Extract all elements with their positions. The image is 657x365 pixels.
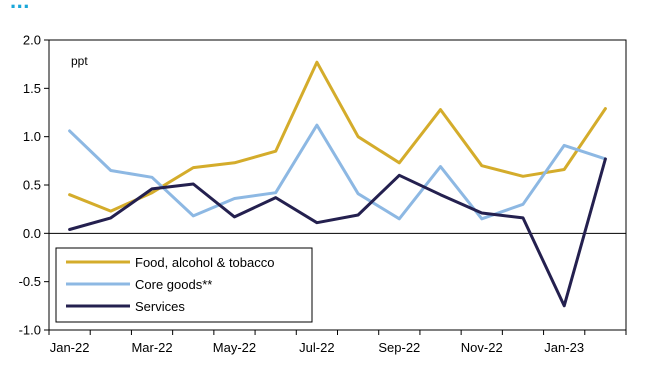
y-tick-label: 0.5 xyxy=(23,178,41,193)
y-axis-ticks: 2.0 1.5 1.0 0.5 0.0 -0.5 -1.0 xyxy=(19,33,49,338)
y-tick-label: 1.5 xyxy=(23,81,41,96)
y-tick-label: 2.0 xyxy=(23,33,41,48)
x-tick-label: Sep-22 xyxy=(378,340,420,355)
legend: Food, alcohol & tobacco Core goods** Servi… xyxy=(55,247,313,323)
x-tick-label: Nov-22 xyxy=(461,340,503,355)
series-lines xyxy=(68,60,607,308)
series-line-3 xyxy=(68,157,607,308)
x-tick-label: May-22 xyxy=(213,340,256,355)
legend-label: Food, alcohol & tobacco xyxy=(135,255,274,270)
series-line-2 xyxy=(68,123,607,221)
y-tick-label: -1.0 xyxy=(19,323,41,338)
y-tick-label: -0.5 xyxy=(19,274,41,289)
x-tick-label: Mar-22 xyxy=(131,340,172,355)
y-tick-label: 0.0 xyxy=(23,226,41,241)
y-tick-label: 1.0 xyxy=(23,129,41,144)
y-unit-label: ppt xyxy=(71,54,88,68)
chart-title-band: ... xyxy=(0,0,657,18)
x-axis-ticks: Jan-22 Mar-22 May-22 Jul-22 Sep-22 Nov-22 Jan-… xyxy=(48,330,627,355)
x-tick-label: Jan-23 xyxy=(544,340,584,355)
legend-label: Services xyxy=(135,299,185,314)
legend-label: Core goods** xyxy=(135,277,212,292)
chart-title: ... xyxy=(10,0,30,13)
x-tick-label: Jan-22 xyxy=(50,340,90,355)
x-tick-label: Jul-22 xyxy=(299,340,334,355)
